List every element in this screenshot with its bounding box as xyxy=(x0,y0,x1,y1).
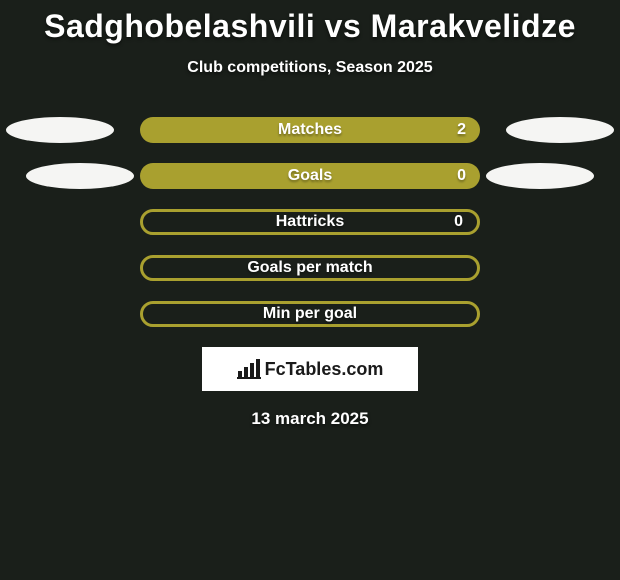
player-avatar-right xyxy=(506,117,614,143)
comparison-card: Sadghobelashvili vs Marakvelidze Club co… xyxy=(0,0,620,429)
stat-bar: Goals 0 xyxy=(140,163,480,189)
player-avatar-left xyxy=(26,163,134,189)
stat-row: Goals per match xyxy=(0,255,620,281)
stat-row: Matches 2 xyxy=(0,117,620,143)
subtitle: Club competitions, Season 2025 xyxy=(0,59,620,77)
stat-label: Goals per match xyxy=(247,259,372,277)
stat-label: Min per goal xyxy=(263,305,357,323)
stat-bar: Hattricks 0 xyxy=(140,209,480,235)
logo: FcTables.com xyxy=(237,359,384,380)
spacer xyxy=(506,301,614,327)
stat-value: 2 xyxy=(457,121,466,139)
stat-bar: Goals per match xyxy=(140,255,480,281)
logo-text: FcTables.com xyxy=(265,359,384,380)
stat-bar: Matches 2 xyxy=(140,117,480,143)
bar-chart-icon xyxy=(237,359,261,379)
spacer xyxy=(6,209,114,235)
logo-box: FcTables.com xyxy=(202,347,418,391)
stat-row: Goals 0 xyxy=(0,163,620,189)
stat-label: Hattricks xyxy=(276,213,344,231)
spacer xyxy=(6,255,114,281)
stat-label: Goals xyxy=(288,167,332,185)
stat-value: 0 xyxy=(457,167,466,185)
stat-label: Matches xyxy=(278,121,342,139)
spacer xyxy=(506,255,614,281)
stat-value: 0 xyxy=(454,213,463,231)
spacer xyxy=(6,301,114,327)
player-avatar-right xyxy=(486,163,594,189)
stat-row: Hattricks 0 xyxy=(0,209,620,235)
stat-row: Min per goal xyxy=(0,301,620,327)
page-title: Sadghobelashvili vs Marakvelidze xyxy=(0,8,620,45)
stat-bar: Min per goal xyxy=(140,301,480,327)
date-label: 13 march 2025 xyxy=(0,409,620,429)
player-avatar-left xyxy=(6,117,114,143)
spacer xyxy=(506,209,614,235)
stat-rows: Matches 2 Goals 0 Hattricks 0 Goals per match M… xyxy=(0,117,620,327)
